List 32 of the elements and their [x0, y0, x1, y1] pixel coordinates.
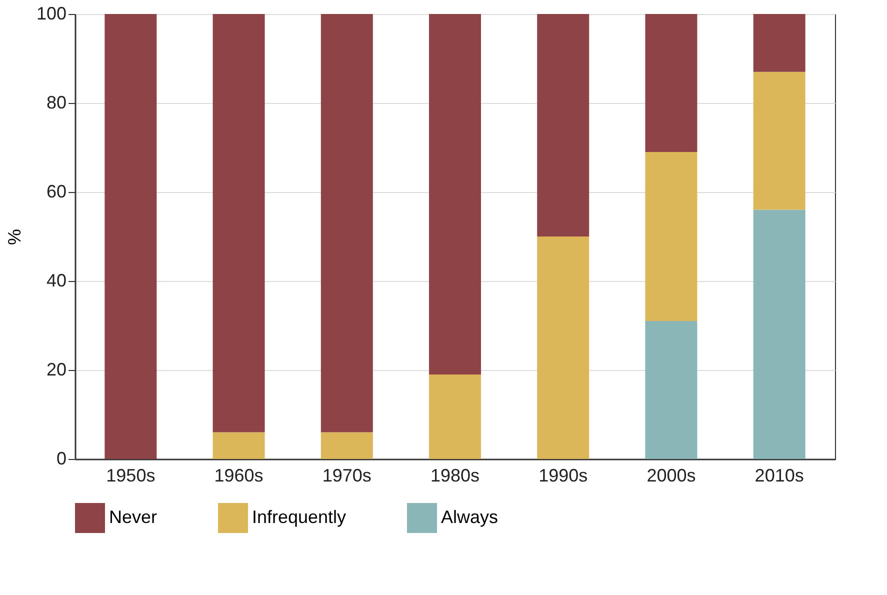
y-axis-title: % — [4, 228, 24, 246]
x-tick-label: 1970s — [322, 466, 372, 486]
bar — [212, 432, 265, 459]
legend-label: Infrequently — [252, 507, 346, 527]
x-tick-label: 2000s — [646, 466, 696, 486]
bar — [320, 14, 373, 432]
y-tick-label: 80 — [46, 92, 66, 112]
x-tick-label: 1960s — [214, 466, 264, 486]
y-tick-label: 40 — [46, 270, 66, 290]
legend-label: Never — [109, 507, 158, 527]
x-tick-label: 2010s — [754, 466, 804, 486]
bar — [537, 14, 590, 236]
bar — [429, 374, 481, 459]
bar — [753, 14, 806, 72]
y-tick-label: 20 — [46, 360, 66, 380]
bar — [429, 14, 481, 374]
x-tick-label: 1950s — [106, 466, 156, 486]
bar — [645, 14, 698, 152]
bar — [645, 152, 698, 322]
bar — [537, 236, 590, 459]
y-tick-label: 60 — [46, 182, 66, 202]
x-tick-label: 1980s — [430, 466, 480, 486]
bar — [753, 72, 806, 210]
bar — [320, 432, 373, 459]
legend-label: Always — [441, 507, 498, 527]
bar — [753, 210, 806, 459]
y-tick-label: 0 — [56, 448, 66, 468]
x-tick-label: 1990s — [538, 466, 588, 486]
bar — [212, 14, 265, 432]
bar — [104, 14, 157, 459]
bar — [645, 321, 698, 459]
y-tick-label: 100 — [36, 4, 66, 24]
